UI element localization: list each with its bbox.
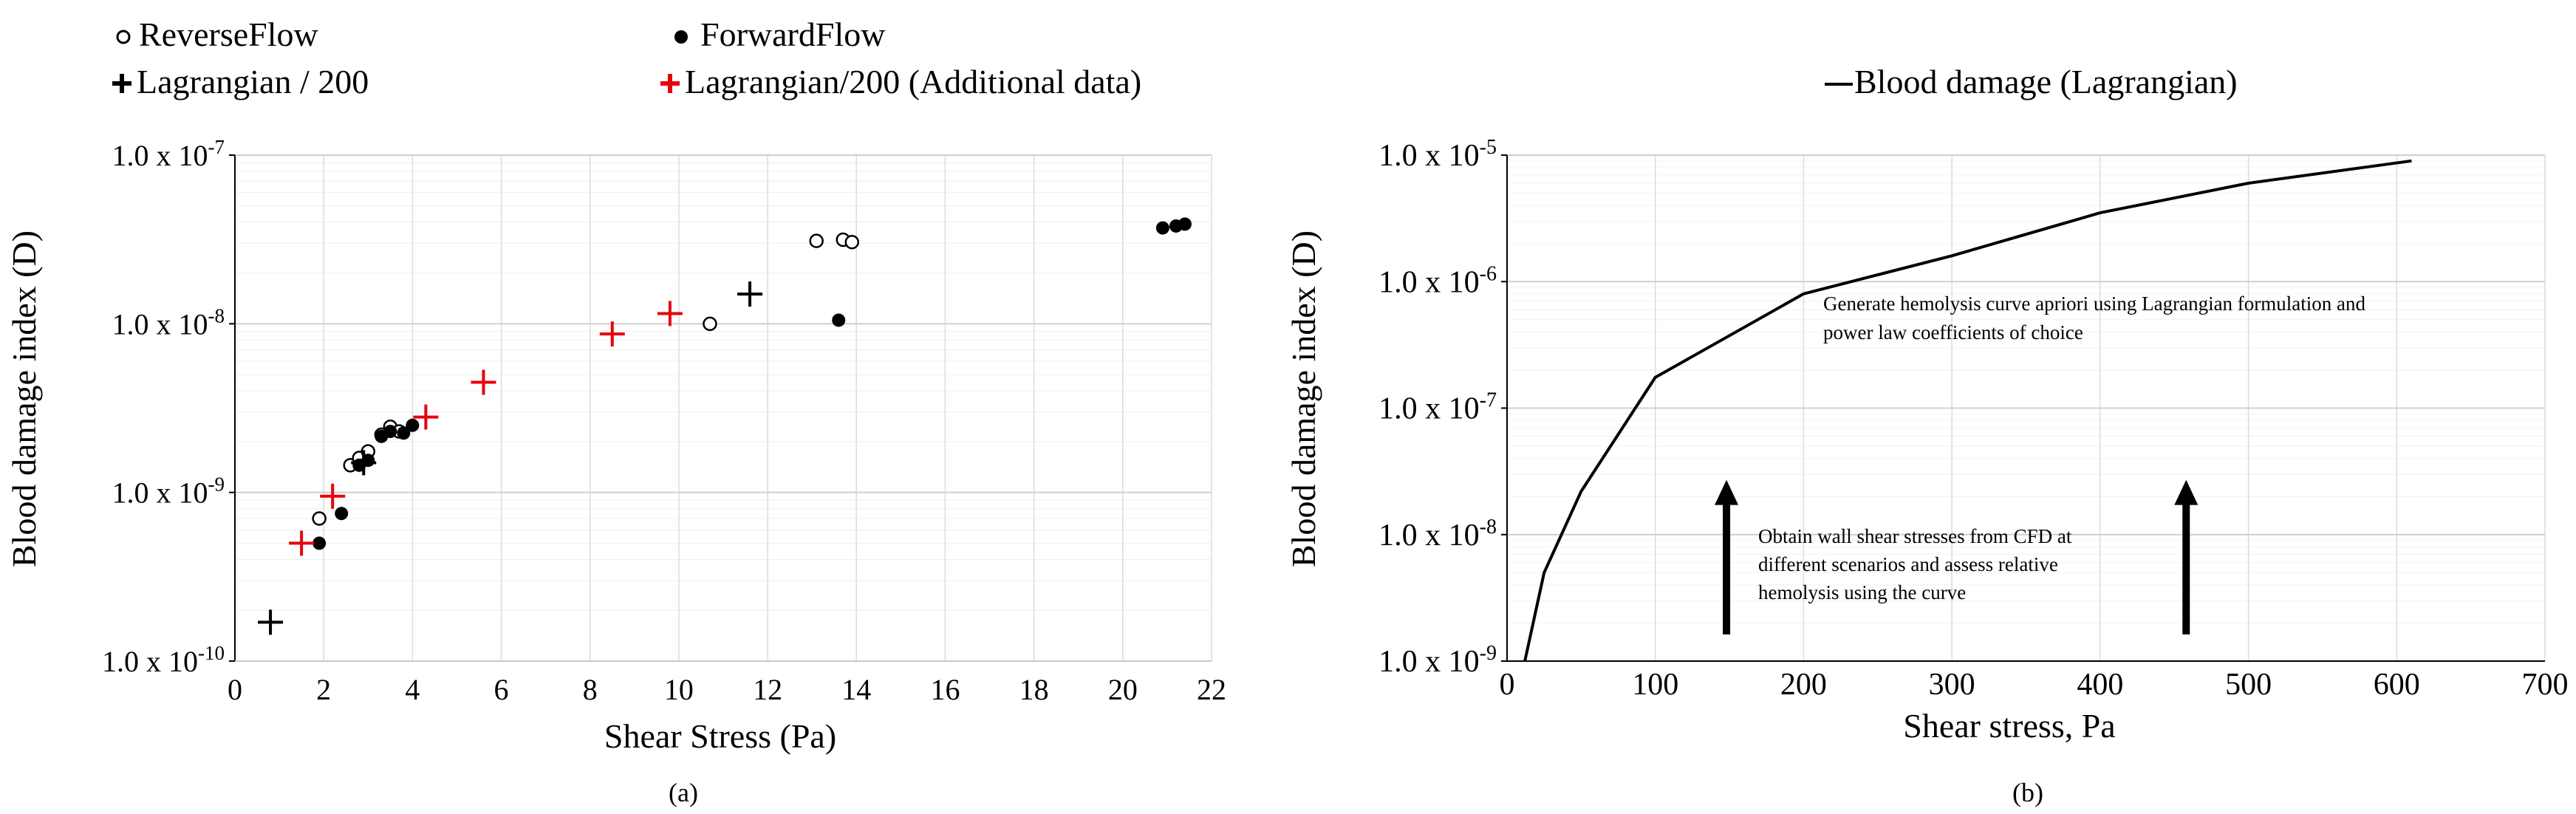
- x-tick-label: 700: [2522, 668, 2569, 702]
- data-point-forwardflow: [383, 425, 397, 439]
- series-line-blood-damage-lagrangian: [1523, 159, 2412, 662]
- data-point-reverseflow: [844, 235, 860, 250]
- y-tick-label: 1.0 x 10-9: [112, 473, 225, 510]
- x-tick-label: 400: [2077, 668, 2123, 702]
- x-tick-label: 4: [405, 673, 420, 706]
- x-tick-label: 100: [1632, 668, 1678, 702]
- data-point-lagrangian-200: [737, 281, 763, 307]
- data-point-lagrangian-200-additional-data: [289, 530, 315, 556]
- panel-label-a: (a): [669, 778, 698, 807]
- legend-symbol-reverseflow: [116, 30, 131, 44]
- data-point-forwardflow: [1155, 221, 1169, 235]
- legend-symbol-forwardflow: [674, 30, 688, 44]
- data-line-b: Generate hemolysis curve apriori using L…: [1523, 159, 2412, 662]
- legend-symbol-lagrangian-additional: [660, 74, 680, 93]
- plot-area-a: [229, 154, 1212, 662]
- data-point-lagrangian-200: [351, 450, 377, 476]
- y-tick-label: 1.0 x 10-7: [1378, 389, 1497, 426]
- y-tick-label: 1.0 x 10-5: [1378, 136, 1497, 173]
- y-axis-label-b: Blood damage index (D): [1285, 230, 1322, 567]
- x-tick-labels-b: 0 100 200 300 400 500 600 700: [1500, 668, 2569, 702]
- annotation-arrow: [2174, 479, 2199, 635]
- legend-a: ReverseFlow ForwardFlow Lagrangian / 200…: [112, 16, 1141, 100]
- data-point-lagrangian-200-additional-data: [320, 483, 346, 509]
- x-tick-label: 16: [930, 673, 960, 706]
- data-point-reverseflow: [703, 316, 717, 332]
- x-tick-label: 12: [753, 673, 782, 706]
- grid-a: [234, 154, 1212, 662]
- y-tick-label: 1.0 x 10-8: [1378, 516, 1497, 553]
- x-tick-label: 8: [583, 673, 598, 706]
- x-tick-label: 10: [664, 673, 694, 706]
- y-tick-labels-a: 1.0 x 10-10 1.0 x 10-9 1.0 x 10-8 1.0 x 10-…: [102, 136, 225, 678]
- legend-label-reverseflow: ReverseFlow: [139, 16, 319, 53]
- data-point-forwardflow: [406, 418, 420, 432]
- grid-b: [1506, 154, 2546, 662]
- legend-label-blood-damage: Blood damage (Lagrangian): [1854, 63, 2238, 100]
- data-point-forwardflow: [397, 426, 411, 440]
- x-tick-label: 600: [2374, 668, 2420, 702]
- data-point-forwardflow: [832, 313, 846, 327]
- y-tick-label: 1.0 x 10-9: [1378, 642, 1497, 679]
- legend-label-lagrangian: Lagrangian / 200: [137, 63, 369, 100]
- x-tick-label: 200: [1780, 668, 1827, 702]
- y-tick-label: 1.0 x 10-7: [112, 136, 225, 172]
- data-point-forwardflow: [1178, 217, 1192, 231]
- data-points-a: [258, 217, 1192, 635]
- y-tick-label: 1.0 x 10-6: [1378, 262, 1497, 299]
- data-point-lagrangian-200-additional-data: [599, 321, 625, 347]
- x-axis-label-b: Shear stress, Pa: [1903, 707, 2115, 745]
- annotation-note-bottom: Obtain wall shear stresses from CFD at di…: [1758, 525, 2072, 603]
- data-point-lagrangian-200-additional-data: [657, 301, 683, 326]
- chart-panel-b: 1.0 x 10-9 1.0 x 10-8 1.0 x 10-7 1.0 x 10-6…: [1285, 63, 2569, 807]
- legend-symbol-lagrangian: [112, 74, 131, 93]
- y-axis-label-a: Blood damage index (D): [5, 230, 43, 567]
- data-point-lagrangian-200-additional-data: [471, 369, 496, 395]
- data-point-lagrangian-200-additional-data: [413, 404, 439, 430]
- x-tick-label: 14: [841, 673, 871, 706]
- legend-label-forwardflow: ForwardFlow: [700, 16, 886, 53]
- y-tick-label: 1.0 x 10-10: [102, 642, 225, 678]
- legend-b: Blood damage (Lagrangian): [1825, 63, 2238, 100]
- y-tick-labels-b: 1.0 x 10-9 1.0 x 10-8 1.0 x 10-7 1.0 x 10-6…: [1378, 136, 1497, 679]
- data-point-lagrangian-200: [258, 609, 284, 635]
- panel-label-b: (b): [2012, 778, 2043, 807]
- annotation-note-top: Generate hemolysis curve apriori using L…: [1823, 293, 2366, 343]
- data-point-reverseflow: [809, 233, 824, 248]
- x-tick-label: 300: [1929, 668, 1975, 702]
- data-point-forwardflow: [312, 536, 327, 550]
- annotation-arrow: [1715, 479, 1739, 635]
- x-tick-labels-a: 0 2 4 6 8 10 12 14 16 18 20 22: [228, 673, 1226, 706]
- data-point-forwardflow: [335, 507, 349, 521]
- x-tick-label: 2: [316, 673, 331, 706]
- x-tick-label: 6: [494, 673, 509, 706]
- data-point-reverseflow: [312, 511, 327, 526]
- chart-panel-a: 1.0 x 10-10 1.0 x 10-9 1.0 x 10-8 1.0 x 10-…: [5, 16, 1226, 807]
- plot-area-b: [1501, 154, 2545, 662]
- x-axis-label-a: Shear Stress (Pa): [604, 717, 836, 755]
- x-tick-label: 500: [2225, 668, 2272, 702]
- x-tick-label: 0: [1500, 668, 1515, 702]
- legend-label-lagrangian-additional: Lagrangian/200 (Additional data): [685, 63, 1141, 100]
- x-tick-label: 20: [1108, 673, 1138, 706]
- x-tick-label: 0: [228, 673, 242, 706]
- x-tick-label: 22: [1197, 673, 1226, 706]
- x-tick-label: 18: [1019, 673, 1049, 706]
- y-tick-label: 1.0 x 10-8: [112, 304, 225, 341]
